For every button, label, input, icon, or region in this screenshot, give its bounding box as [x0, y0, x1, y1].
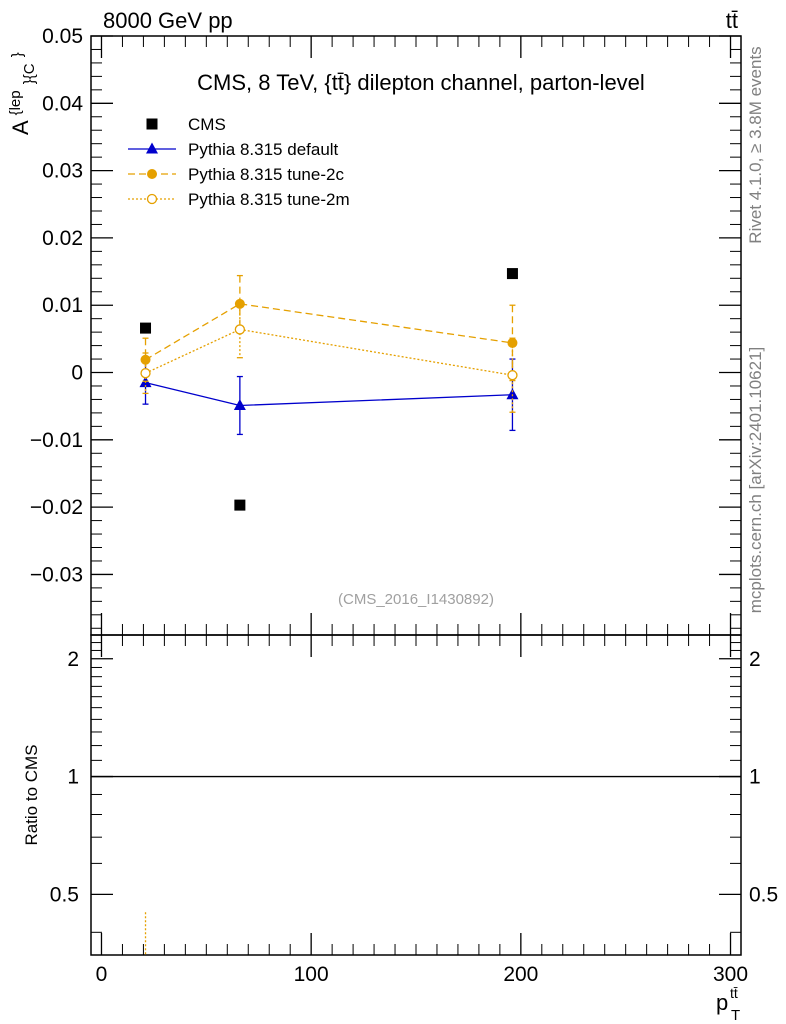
y-tick-label: 0.01 — [42, 294, 83, 317]
x-label-sup: tt̄ — [730, 985, 738, 1001]
series-line — [145, 328, 513, 376]
x-label-sub: T — [731, 1007, 740, 1024]
main-y-ticks: −0.03 −0.02 −0.01 0 0.01 0.02 0.03 0.04 0.05 — [30, 25, 741, 629]
y-tick-label: 0 — [71, 362, 83, 385]
y-tick-label: −0.03 — [30, 563, 83, 586]
series-cms — [140, 268, 518, 511]
ratio-y-tick-label-right: 1 — [749, 766, 761, 789]
ratio-y-tick-label-right: 0.5 — [749, 883, 778, 906]
legend-marker — [146, 193, 158, 205]
legend-marker — [146, 142, 158, 154]
y-label-main: A — [8, 120, 33, 135]
legend-marker — [146, 118, 158, 130]
main-title: CMS, 8 TeV, {tt̄} dilepton channel, part… — [197, 70, 645, 95]
series-pythia-8-315-tune-2c — [140, 274, 518, 382]
svg-text:p: p — [716, 990, 728, 1015]
y-tick-label: −0.02 — [30, 496, 83, 519]
rivet-label: Rivet 4.1.0, ≥ 3.8M events — [746, 46, 765, 243]
y-tick-label: 0.02 — [42, 227, 83, 250]
ratio-y-axis-label: Ratio to CMS — [22, 744, 41, 845]
ratio-y-tick-label-right: 2 — [749, 648, 761, 671]
ratio-panel: 0.5 0.5 1 1 2 2 0 100 200 300 Ratio to CMS p tt̄… — [22, 634, 778, 1024]
x-tick-label: 100 — [294, 963, 329, 986]
data-point — [507, 370, 518, 381]
ratio-y-ticks: 0.5 0.5 1 1 2 2 — [50, 642, 778, 933]
series-line — [145, 381, 513, 407]
ratio-plot-frame — [90, 634, 742, 956]
x-tick-label: 0 — [96, 963, 108, 986]
x-axis-label: p tt̄ T — [716, 985, 740, 1024]
y-tick-label: 0.03 — [42, 160, 83, 183]
data-point — [233, 398, 246, 410]
data-point — [506, 388, 519, 400]
site-label: mcplots.cern.ch [arXiv:2401.10621] — [746, 347, 765, 613]
data-point — [234, 298, 245, 309]
process-label: tt̄ — [726, 8, 738, 33]
legend-item: CMS — [146, 115, 226, 134]
data-point — [506, 268, 518, 280]
data-point — [140, 368, 151, 379]
y-label-sup: {lep — [7, 90, 24, 115]
y-label-sub: }{C — [21, 63, 38, 84]
data-point — [234, 499, 246, 511]
y-label-close: } — [9, 52, 26, 57]
x-tick-label: 300 — [713, 963, 748, 986]
ratio-y-tick-label: 0.5 — [50, 883, 79, 906]
data-point — [234, 324, 246, 335]
legend-item: Pythia 8.315 tune-2m — [128, 190, 350, 209]
ratio-series — [91, 775, 741, 955]
legend-label: CMS — [188, 115, 226, 134]
x-label-main: p — [716, 990, 728, 1015]
legend-marker — [147, 169, 157, 179]
main-x-ticks — [100, 36, 732, 635]
analysis-id-label: (CMS_2016_I1430892) — [338, 591, 494, 608]
x-tick-label: 200 — [503, 963, 538, 986]
main-panel: −0.03 −0.02 −0.01 0 0.01 0.02 0.03 0.04 0.05 CMS… — [0, 25, 742, 636]
ratio-y-tick-label: 1 — [67, 766, 79, 789]
main-y-axis-label: A {lep }{C } — [0, 52, 39, 135]
legend-item: Pythia 8.315 tune-2c — [128, 165, 344, 184]
y-tick-label: −0.01 — [30, 429, 83, 452]
ratio-x-ticks: 0 100 200 300 — [96, 635, 748, 986]
series-pythia-8-315-default — [139, 358, 519, 436]
svg-text:A {lep }{C: A {lep }{C } — [0, 52, 39, 135]
legend-label: Pythia 8.315 tune-2m — [188, 190, 350, 209]
data-point — [140, 322, 152, 334]
y-tick-label: 0.05 — [42, 25, 83, 48]
energy-label: 8000 GeV pp — [103, 8, 233, 33]
legend: CMS Pythia 8.315 default Pythia 8.315 tune… — [128, 115, 350, 209]
y-tick-label: 0.04 — [42, 92, 83, 115]
ratio-y-tick-label: 2 — [67, 648, 79, 671]
legend-item: Pythia 8.315 default — [128, 140, 339, 159]
series-line — [145, 303, 513, 361]
legend-label: Pythia 8.315 tune-2c — [188, 165, 344, 184]
main-series — [139, 268, 519, 511]
legend-label: Pythia 8.315 default — [188, 140, 339, 159]
series-pythia-8-315-tune-2m — [140, 300, 518, 413]
data-point — [140, 354, 151, 365]
